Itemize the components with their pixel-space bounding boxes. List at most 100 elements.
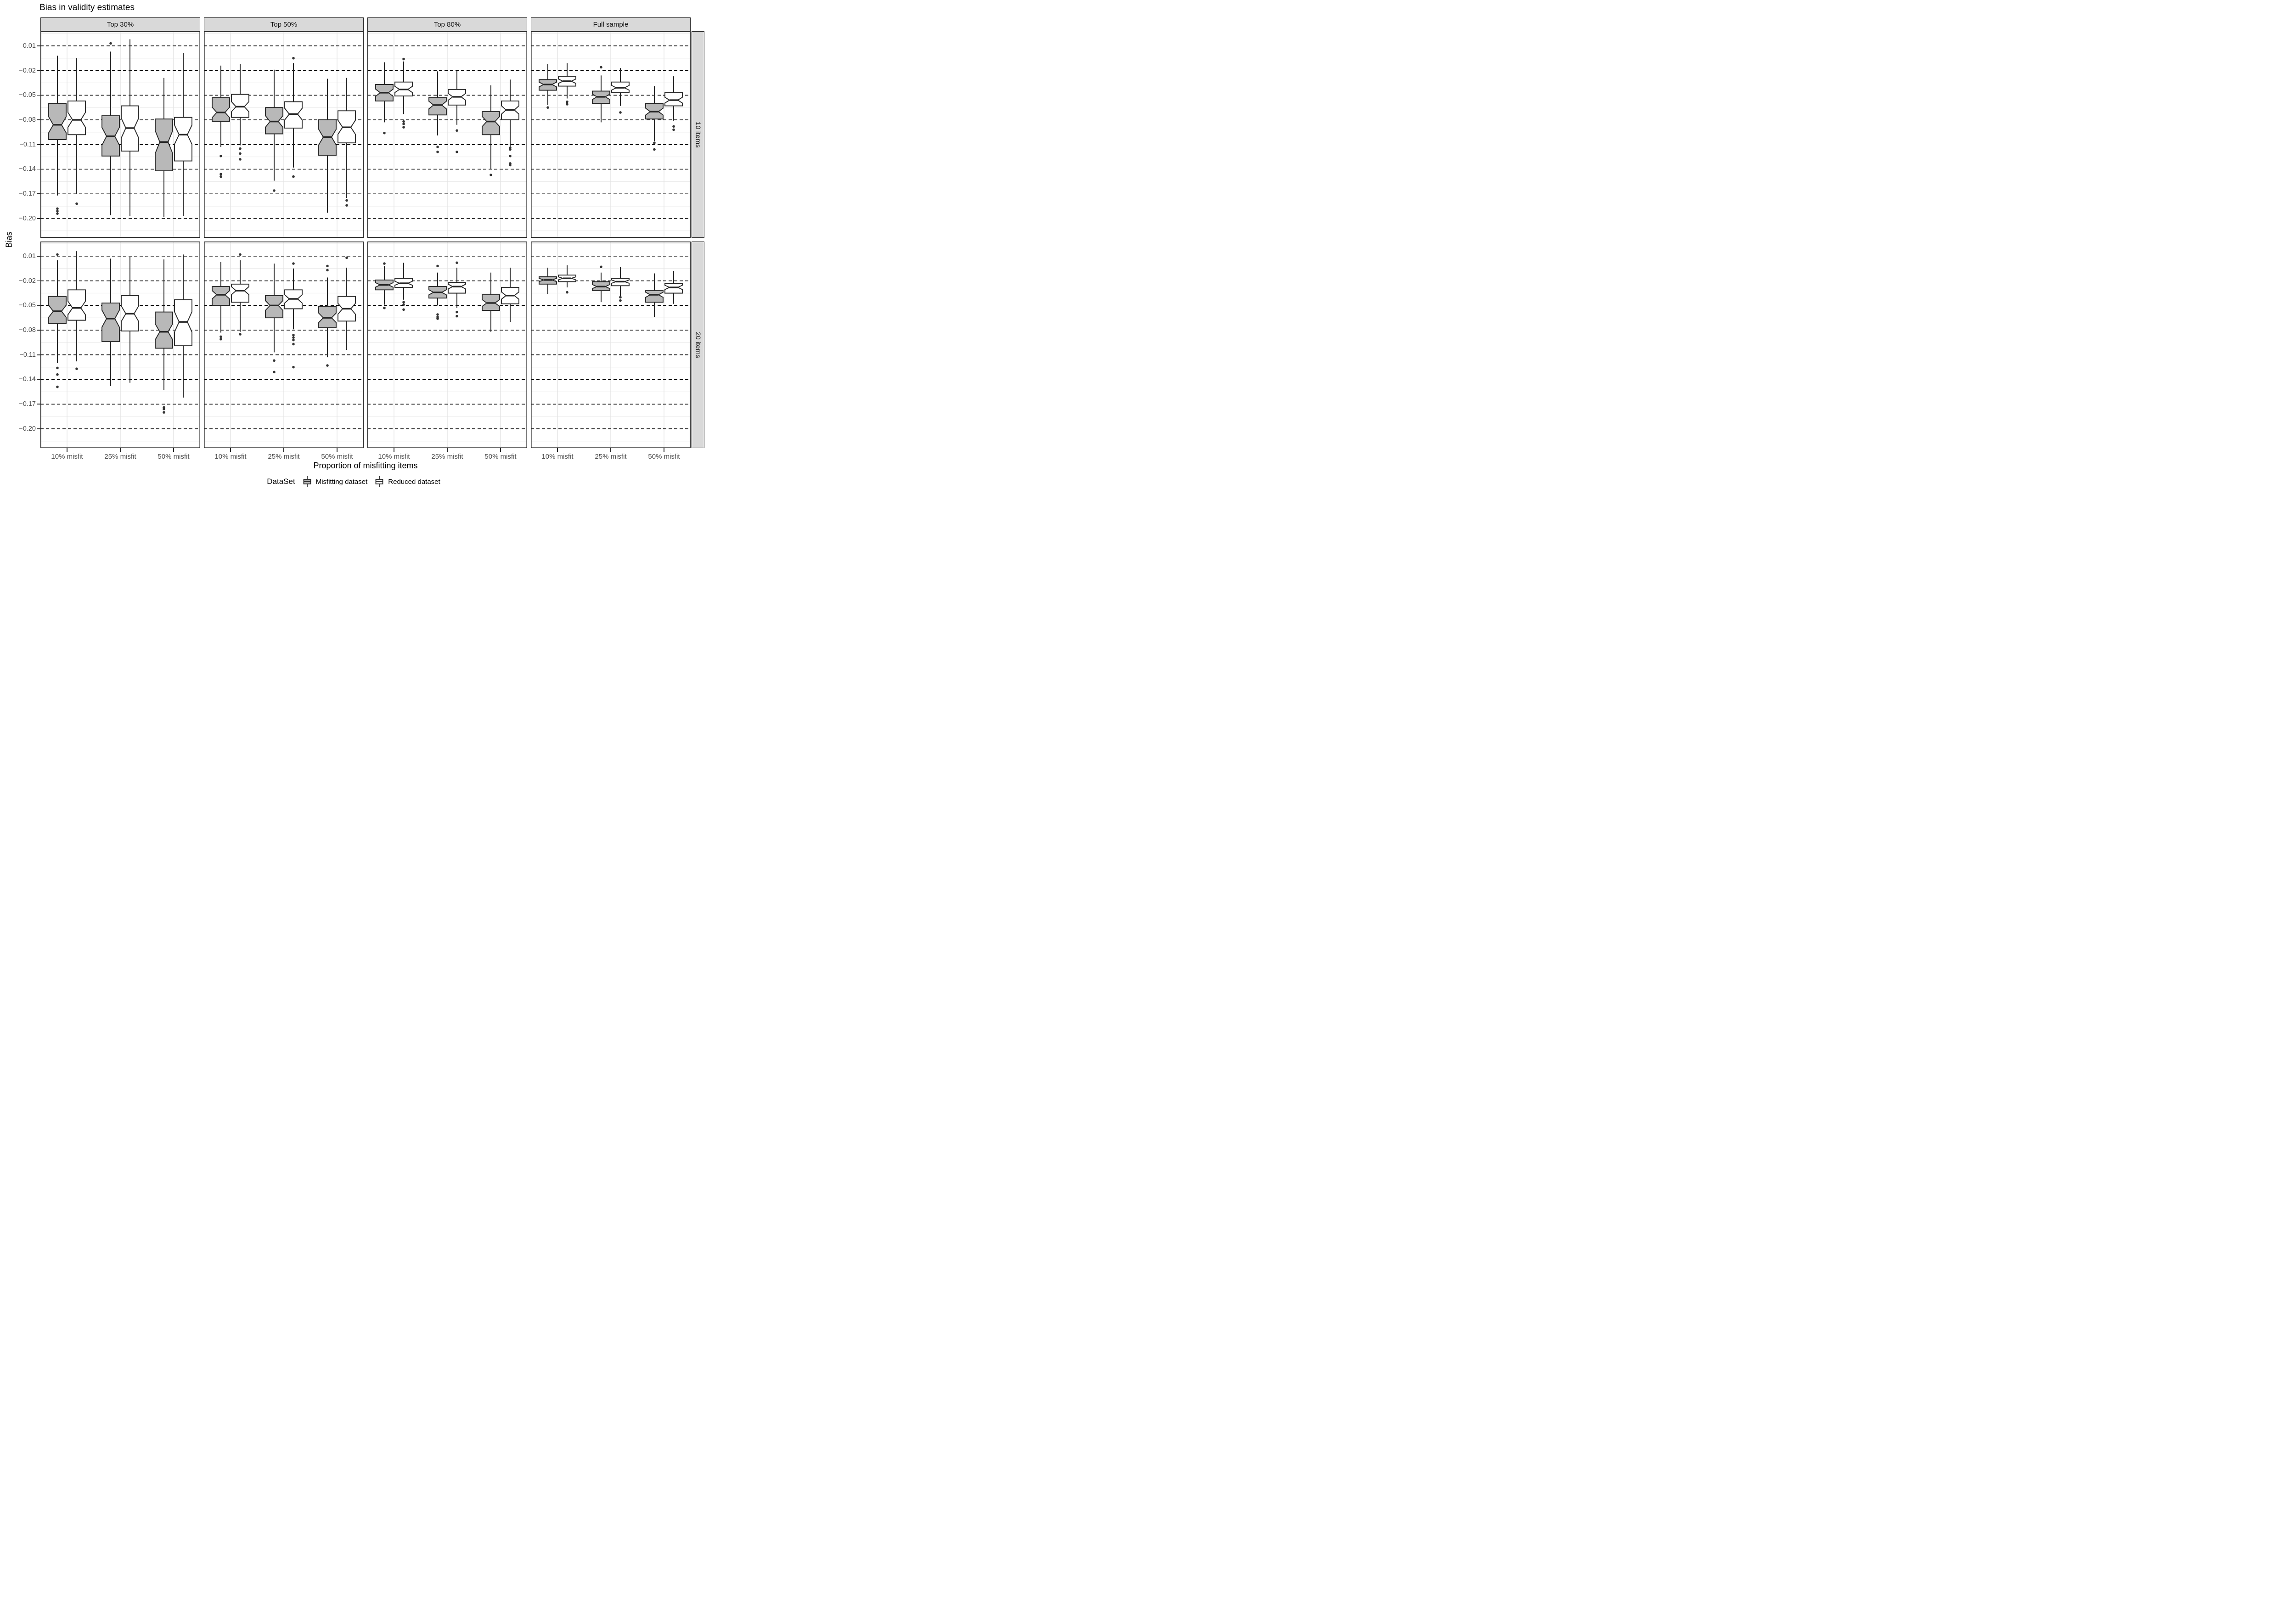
notched-box — [155, 118, 173, 172]
outlier-point — [672, 125, 675, 128]
box-misfitting-dataset-50-misfit — [318, 264, 337, 367]
box-reduced-dataset-10-misfit — [394, 263, 413, 311]
facet-strip-label: Top 30% — [107, 20, 134, 28]
y-tick-label: −0.20 — [19, 214, 36, 222]
y-tick-mark — [37, 379, 40, 380]
x-tick-label: 50% misfit — [648, 453, 680, 461]
y-tick-mark — [37, 428, 40, 429]
y-tick-label: −0.17 — [19, 190, 36, 198]
box-reduced-dataset-10-misfit — [558, 265, 576, 294]
outlier-point — [619, 296, 622, 299]
panel-top-30-10-items — [40, 31, 200, 238]
outlier-point — [56, 366, 59, 370]
outlier-point — [163, 411, 165, 414]
outlier-point — [239, 152, 242, 155]
box-reduced-dataset-50-misfit — [664, 271, 683, 304]
outlier-point — [566, 100, 568, 103]
box-misfitting-dataset-50-misfit — [482, 272, 500, 332]
facet-strip-label: Top 80% — [433, 20, 461, 28]
outlier-point — [75, 367, 78, 370]
outlier-point — [402, 57, 405, 61]
outlier-point — [219, 337, 222, 341]
box-misfitting-dataset-25-misfit — [101, 42, 120, 215]
x-tick-mark — [283, 448, 284, 452]
panel-border — [367, 31, 527, 238]
notched-box — [48, 103, 67, 140]
panel-top-50-10-items — [204, 31, 364, 238]
facet-strip-10-items: 10 items — [692, 31, 704, 238]
outlier-point — [600, 66, 602, 69]
outlier-point — [490, 174, 492, 176]
box-reduced-dataset-10-misfit — [68, 58, 86, 205]
outlier-point — [292, 175, 295, 178]
panel-border — [40, 31, 200, 238]
x-tick-label: 50% misfit — [484, 453, 517, 461]
notched-box — [212, 286, 230, 306]
y-tick-mark — [37, 95, 40, 96]
outlier-point — [436, 313, 439, 316]
legend-title: DataSet — [267, 477, 295, 486]
notched-box — [265, 107, 283, 135]
box-reduced-dataset-50-misfit — [664, 76, 683, 131]
legend-item-label: Reduced dataset — [388, 478, 440, 486]
box-reduced-dataset-50-misfit — [338, 78, 356, 207]
y-tick-label: −0.02 — [19, 67, 36, 74]
facet-strip-top-50: Top 50% — [204, 17, 364, 31]
outlier-point — [292, 338, 295, 342]
x-tick-label: 25% misfit — [595, 453, 627, 461]
outlier-point — [292, 336, 295, 339]
x-tick-mark — [557, 448, 558, 452]
y-tick-mark — [37, 119, 40, 120]
box-reduced-dataset-25-misfit — [284, 262, 303, 369]
notched-box — [174, 299, 192, 347]
notched-box — [284, 101, 303, 129]
outlier-point — [273, 359, 276, 362]
outlier-point — [509, 155, 512, 157]
outlier-point — [292, 333, 295, 337]
outlier-point — [56, 207, 59, 210]
box-misfitting-dataset-50-misfit — [155, 259, 173, 414]
box-reduced-dataset-50-misfit — [174, 254, 192, 398]
y-tick-mark — [37, 193, 40, 194]
outlier-point — [566, 291, 568, 294]
y-tick-label: −0.05 — [19, 91, 36, 99]
facet-strip-label: Top 50% — [270, 20, 298, 28]
outlier-point — [56, 210, 59, 213]
y-tick-mark — [37, 404, 40, 405]
panel-full-sample-10-items — [531, 31, 691, 238]
x-tick-label: 10% misfit — [378, 453, 410, 461]
notched-box — [101, 302, 120, 343]
y-tick-mark — [37, 330, 40, 331]
box-misfitting-dataset-50-misfit — [645, 273, 664, 317]
outlier-point — [402, 120, 405, 123]
box-reduced-dataset-50-misfit — [338, 256, 356, 350]
notched-box — [212, 97, 230, 122]
outlier-point — [326, 269, 329, 272]
box-misfitting-dataset-10-misfit — [48, 56, 67, 215]
outlier-point — [436, 151, 439, 153]
outlier-point — [239, 158, 242, 161]
panel-top-80-20-items — [367, 242, 527, 448]
outlier-point — [345, 204, 348, 207]
y-tick-mark — [37, 256, 40, 257]
outlier-point — [456, 261, 458, 264]
box-reduced-dataset-25-misfit — [448, 70, 466, 153]
outlier-point — [456, 310, 458, 314]
box-misfitting-dataset-50-misfit — [482, 85, 500, 176]
panel-full-sample-20-items — [531, 242, 691, 448]
x-tick-mark — [337, 448, 338, 452]
box-reduced-dataset-25-misfit — [284, 56, 303, 178]
chart-title: Bias in validity estimates — [39, 3, 135, 12]
notched-box — [231, 94, 249, 118]
box-misfitting-dataset-25-misfit — [428, 264, 447, 320]
outlier-point — [653, 141, 656, 144]
y-axis-title: Bias — [4, 231, 14, 248]
box-reduced-dataset-50-misfit — [174, 53, 192, 216]
facet-strip-top-30: Top 30% — [40, 17, 200, 31]
outlier-point — [219, 173, 222, 176]
panel-border — [40, 242, 200, 448]
outlier-point — [619, 299, 622, 302]
y-tick-mark — [37, 305, 40, 306]
box-reduced-dataset-10-misfit — [394, 57, 413, 129]
outlier-point — [509, 148, 512, 151]
